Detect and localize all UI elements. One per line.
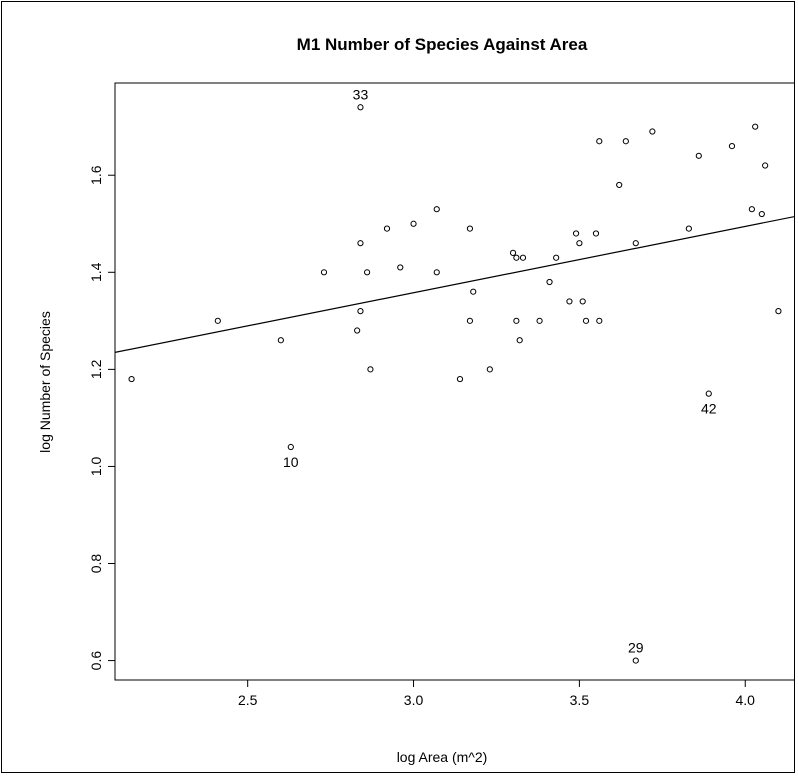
data-point <box>685 225 692 232</box>
data-point <box>320 269 328 276</box>
data-points <box>128 104 782 664</box>
data-point <box>546 278 553 286</box>
data-point <box>509 249 517 256</box>
regression-line <box>114 215 796 353</box>
data-point <box>592 230 600 237</box>
point-labels: 10 33 29 42 <box>283 86 717 655</box>
y-axis: 0.6 0.8 1.0 1.2 1.4 1.6 <box>88 165 115 670</box>
y-tick-label: 0.6 <box>88 651 104 671</box>
data-point <box>363 269 371 276</box>
data-point <box>649 128 656 135</box>
data-point <box>775 308 782 315</box>
data-point <box>536 317 543 324</box>
y-tick-label: 1.6 <box>88 165 104 185</box>
point-label: 33 <box>353 86 369 102</box>
data-point <box>354 327 361 334</box>
data-point <box>758 210 765 218</box>
data-point <box>513 254 520 261</box>
data-point <box>466 317 474 324</box>
data-point <box>728 142 736 150</box>
data-point <box>705 390 712 397</box>
x-axis-label: log Area (m^2) <box>397 749 488 765</box>
data-point <box>622 138 629 145</box>
data-point <box>397 264 404 271</box>
data-point <box>128 375 135 383</box>
data-point <box>486 366 493 373</box>
data-point <box>516 337 523 344</box>
y-tick-label: 1.2 <box>88 359 104 379</box>
data-point <box>410 220 417 227</box>
x-tick-label: 3.0 <box>404 692 424 708</box>
regression-line-group <box>114 215 796 353</box>
data-point <box>287 443 294 451</box>
data-point <box>596 317 603 324</box>
data-point <box>576 240 583 247</box>
y-tick-label: 0.8 <box>88 554 104 574</box>
x-tick-label: 2.5 <box>238 692 258 708</box>
x-tick-label: 4.0 <box>736 692 756 708</box>
point-label: 10 <box>283 454 299 470</box>
y-axis-label: log Number of Species <box>37 311 53 453</box>
data-point <box>519 254 527 261</box>
data-point <box>513 317 520 324</box>
data-point <box>357 240 364 247</box>
data-point <box>616 181 623 189</box>
x-axis: 2.5 3.0 3.5 4.0 <box>238 680 755 708</box>
data-point <box>214 317 221 324</box>
data-point <box>752 123 759 130</box>
y-tick-label: 1.0 <box>88 456 104 476</box>
data-point <box>553 254 560 261</box>
data-point <box>748 206 755 213</box>
data-point <box>579 298 586 305</box>
point-label: 29 <box>628 640 644 656</box>
data-point <box>456 375 464 383</box>
data-point <box>695 152 702 159</box>
plot-area <box>114 82 796 681</box>
data-point <box>357 104 364 111</box>
x-tick-label: 3.5 <box>570 692 590 708</box>
data-point <box>433 269 440 276</box>
data-point <box>277 337 284 344</box>
data-point <box>582 317 590 324</box>
data-point <box>433 206 440 213</box>
data-point <box>383 225 391 232</box>
data-point <box>632 657 639 664</box>
point-label: 42 <box>701 401 717 417</box>
data-point <box>357 308 364 315</box>
data-point <box>367 366 374 373</box>
data-point <box>566 298 573 305</box>
y-tick-label: 1.4 <box>88 262 104 282</box>
data-point <box>596 138 603 145</box>
data-point <box>762 162 769 169</box>
chart-title: M1 Number of Species Against Area <box>297 35 588 54</box>
data-point <box>632 240 639 247</box>
data-point <box>466 225 474 232</box>
data-point <box>470 288 477 295</box>
data-point <box>572 230 580 237</box>
